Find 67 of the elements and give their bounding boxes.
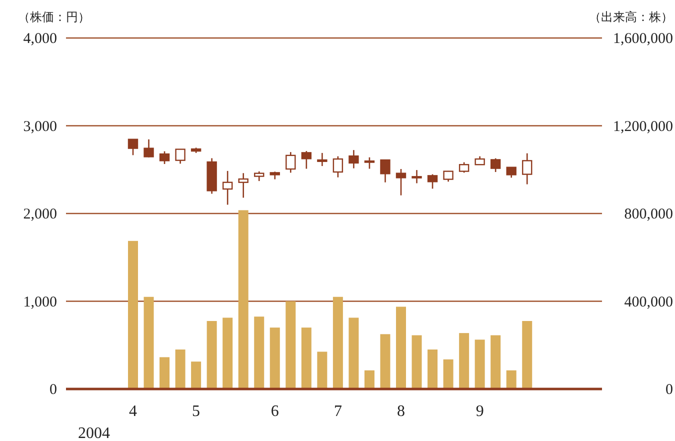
candlestick — [317, 152, 328, 167]
bar — [144, 296, 154, 389]
y-tick-label: 0 — [50, 382, 57, 398]
bar — [332, 296, 343, 389]
bar — [364, 370, 374, 389]
candlestick — [254, 170, 264, 182]
candlestick — [301, 150, 312, 170]
bar — [459, 333, 470, 389]
bar — [128, 240, 138, 389]
y2-tick-label: 400,000 — [624, 294, 673, 310]
candlestick — [364, 156, 375, 170]
y2-axis-title: （出来高：株） — [589, 10, 673, 24]
bar — [506, 370, 516, 389]
bar — [222, 318, 233, 389]
bar — [191, 362, 202, 389]
candlestick — [175, 148, 186, 164]
bar — [254, 316, 264, 389]
candlestick — [128, 138, 138, 156]
candlestick — [412, 169, 422, 184]
bar — [490, 335, 501, 389]
y-tick-label: 4,000 — [23, 31, 57, 47]
candlestick — [490, 158, 501, 173]
text: 2004 — [78, 425, 110, 441]
x-tick-label: 5 — [192, 403, 200, 420]
bar — [522, 320, 532, 389]
x-tick-label: 8 — [397, 403, 405, 420]
bar — [175, 350, 186, 389]
y2-tick-label: 1,200,000 — [613, 118, 673, 135]
candlestick — [427, 174, 438, 190]
bar — [270, 328, 280, 389]
x-tick-label: 6 — [270, 403, 279, 420]
bar — [428, 350, 438, 389]
x-tick-label: 7 — [334, 403, 342, 420]
candlestick — [348, 149, 359, 169]
candlestick — [238, 172, 248, 198]
candlestick — [522, 152, 532, 185]
x-tick-label: 4 — [129, 403, 137, 420]
bar — [206, 320, 217, 389]
y2-tick-label: 1,600,000 — [613, 31, 673, 47]
candlestick — [396, 168, 406, 196]
bar — [301, 328, 312, 389]
bar — [238, 210, 248, 389]
candlestick — [506, 166, 516, 178]
y-tick-label: 3,000 — [23, 118, 57, 135]
candlestick — [443, 170, 454, 182]
bar — [160, 357, 170, 389]
bar — [412, 335, 422, 389]
candlestick — [332, 156, 344, 178]
candlestick — [159, 150, 170, 165]
y-tick-label: 2,000 — [23, 206, 57, 222]
y-axis-title: （株価：円） — [18, 10, 90, 24]
bar — [317, 352, 328, 389]
y2-tick-label: 800,000 — [624, 206, 673, 222]
candlestick — [458, 162, 470, 174]
candlestick — [144, 138, 154, 158]
bar — [286, 301, 296, 389]
bar — [474, 340, 485, 389]
bar — [396, 306, 406, 389]
y-tick-label: 1,000 — [23, 294, 57, 310]
x-tick-label: 9 — [476, 403, 484, 420]
bar — [348, 318, 359, 389]
candlestick — [380, 159, 390, 183]
candlestick — [222, 170, 233, 206]
bar — [443, 359, 454, 389]
candlestick — [286, 151, 296, 174]
y2-tick-label: 0 — [666, 382, 673, 398]
bar — [380, 334, 390, 389]
